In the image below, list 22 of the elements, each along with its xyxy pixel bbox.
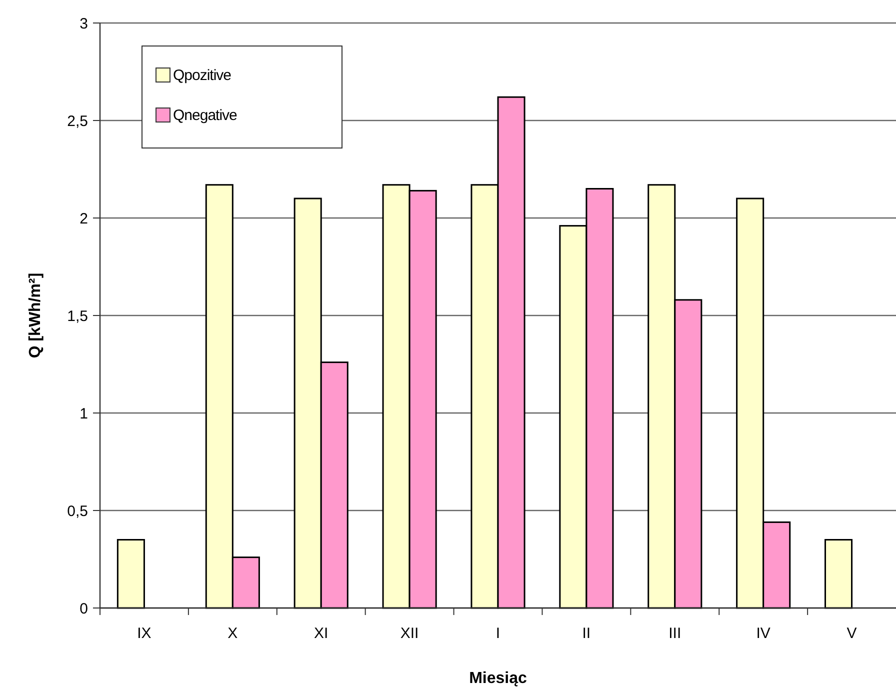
bar bbox=[824, 539, 853, 609]
x-tick-label: IX bbox=[137, 625, 152, 642]
x-tick-label: III bbox=[668, 625, 682, 642]
x-tick-label: II bbox=[582, 625, 591, 642]
x-tick-label: IV bbox=[756, 625, 770, 642]
x-tick-label: I bbox=[496, 625, 500, 642]
y-tick-label: 3 bbox=[80, 15, 88, 32]
x-tick-label: X bbox=[228, 625, 238, 642]
bar bbox=[116, 539, 145, 609]
legend-label: Qnegative bbox=[173, 107, 238, 124]
legend-label: Qpozitive bbox=[173, 67, 232, 84]
x-tick-label: XII bbox=[400, 625, 419, 642]
x-axis-title: Miesiąc bbox=[469, 670, 528, 687]
y-tick-label: 0,5 bbox=[67, 502, 88, 520]
y-tick-label: 1,5 bbox=[67, 308, 88, 325]
x-tick-label: V bbox=[846, 625, 857, 642]
y-axis-title: Q [kWh/m²] bbox=[27, 272, 44, 358]
y-tick-label: 1 bbox=[80, 405, 88, 422]
y-tick-label: 0 bbox=[80, 600, 88, 618]
x-tick-label: XI bbox=[314, 625, 328, 642]
y-tick-label: 2 bbox=[80, 210, 88, 228]
y-tick-label: 2,5 bbox=[67, 112, 88, 130]
